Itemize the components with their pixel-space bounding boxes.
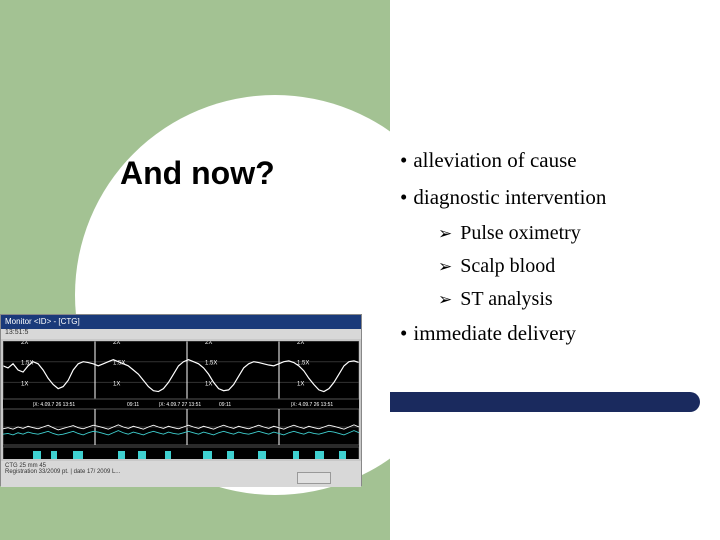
bullet-marker: • bbox=[400, 148, 407, 173]
svg-text:1X: 1X bbox=[21, 381, 28, 387]
bullet-item: • diagnostic intervention bbox=[400, 185, 700, 210]
svg-text:09:11: 09:11 bbox=[127, 402, 139, 408]
monitor-titlebar: Monitor <ID> - [CTG] bbox=[1, 315, 361, 329]
footer-button[interactable] bbox=[297, 472, 331, 484]
svg-text:1X: 1X bbox=[113, 381, 120, 387]
svg-text:|X: 4.09.7 27 13:51: |X: 4.09.7 27 13:51 bbox=[159, 402, 201, 408]
svg-text:1.5X: 1.5X bbox=[205, 361, 217, 367]
sub-bullet-text: Scalp blood bbox=[460, 255, 555, 278]
svg-text:09:11: 09:11 bbox=[219, 402, 231, 408]
svg-text:1X: 1X bbox=[205, 381, 212, 387]
bullet-list: • alleviation of cause • diagnostic inte… bbox=[400, 148, 700, 358]
svg-text:2X: 2X bbox=[205, 341, 212, 346]
svg-text:2X: 2X bbox=[113, 341, 120, 346]
sub-bullet-text: ST analysis bbox=[460, 288, 552, 311]
bullet-marker: • bbox=[400, 185, 407, 210]
bullet-item: • immediate delivery bbox=[400, 321, 700, 346]
bullet-text: alleviation of cause bbox=[413, 148, 576, 173]
sub-bullet-item: ➢ ST analysis bbox=[438, 288, 700, 311]
svg-text:1X: 1X bbox=[297, 381, 304, 387]
bullet-text: diagnostic intervention bbox=[413, 185, 606, 210]
chart-area: 1X1X1X1X1.5X1.5X1.5X1.5X2X2X2X2X|X: 4.09… bbox=[3, 341, 359, 459]
arrow-icon: ➢ bbox=[438, 257, 452, 277]
svg-text:2X: 2X bbox=[21, 341, 28, 346]
bullet-text: immediate delivery bbox=[413, 321, 576, 346]
monitor-header: 13:51:5 bbox=[1, 329, 361, 339]
slide-title: And now? bbox=[120, 155, 275, 192]
svg-text:|X: 4.09.7 26 13:51: |X: 4.09.7 26 13:51 bbox=[291, 402, 333, 408]
arrow-icon: ➢ bbox=[438, 224, 452, 244]
bullet-marker: • bbox=[400, 321, 407, 346]
sub-bullet-item: ➢ Scalp blood bbox=[438, 255, 700, 278]
ctg-monitor-window: Monitor <ID> - [CTG] 13:51:5 1X 1X 1X 1X 1.5… bbox=[0, 314, 362, 486]
svg-text:2X: 2X bbox=[297, 341, 304, 346]
svg-text:|X: 4.09.7 26 13:51: |X: 4.09.7 26 13:51 bbox=[33, 402, 75, 408]
monitor-footer: CTG 25 mm 45 Registration 33/2009 pt. | … bbox=[1, 461, 361, 487]
sub-bullet-text: Pulse oximetry bbox=[460, 222, 581, 245]
sub-bullet-list: ➢ Pulse oximetry ➢ Scalp blood ➢ ST anal… bbox=[438, 222, 700, 311]
ctg-chart-svg: 1X1X1X1X1.5X1.5X1.5X1.5X2X2X2X2X|X: 4.09… bbox=[3, 341, 359, 459]
accent-bar bbox=[390, 392, 700, 412]
sub-bullet-item: ➢ Pulse oximetry bbox=[438, 222, 700, 245]
arrow-icon: ➢ bbox=[438, 290, 452, 310]
bullet-item: • alleviation of cause bbox=[400, 148, 700, 173]
